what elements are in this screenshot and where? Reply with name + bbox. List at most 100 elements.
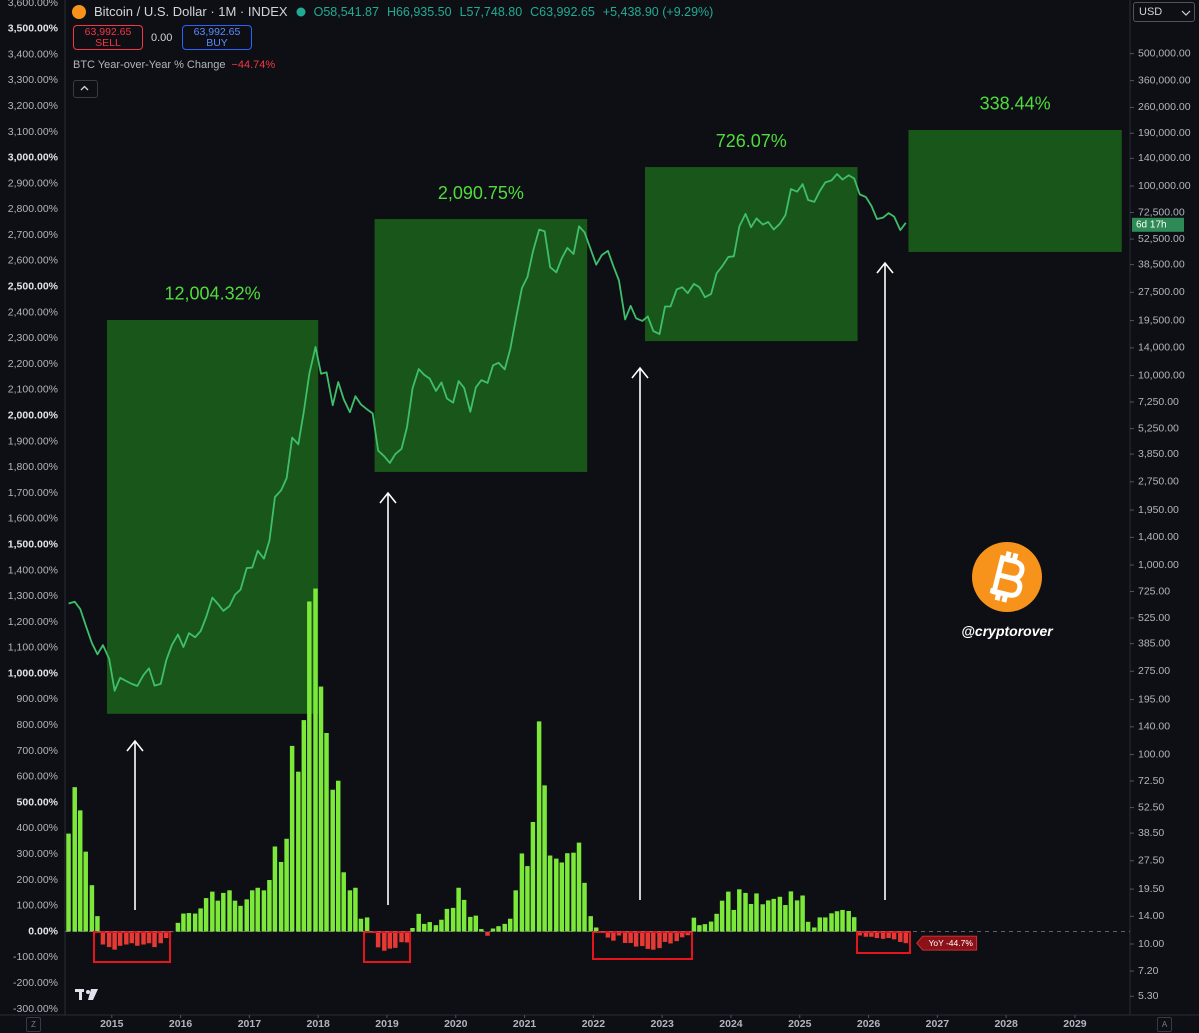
x-tick-label: 2023 [650,1018,674,1030]
y2-tick-label: 10.00 [1138,938,1164,950]
yoy-bar [244,899,249,932]
yoy-bar [616,931,622,936]
yoy-bar [708,921,714,932]
sell-button[interactable]: 63,992.65 SELL [73,25,143,50]
yoy-bar [605,931,611,938]
yoy-bar [662,931,668,942]
range-label: 12,004.32% [165,284,261,304]
y2-tick-label: 2,750.00 [1138,476,1179,488]
yoy-bar [869,931,874,937]
highlight-layer [93,931,911,963]
y-tick-label: 1,700.00% [8,487,58,499]
yoy-tag-label: YoY -44.7% [928,938,973,948]
legend-entry[interactable]: BTC Year-over-Year % Change [73,59,226,71]
yoy-bar [691,917,697,932]
y-tick-label: 2,600.00% [8,255,58,267]
yoy-bar [547,855,553,932]
y-tick-label: 400.00% [17,822,58,834]
x-tick-label: 2024 [719,1018,743,1030]
y2-tick-label: 360,000.00 [1138,74,1191,86]
yoy-bar [588,916,593,932]
x-tick-label: 2022 [582,1018,606,1030]
yoy-bar [857,931,862,936]
yoy-bar [754,893,759,932]
y-tick-label: 1,200.00% [8,616,58,628]
yoy-bar [640,931,645,947]
yoy-bar [249,890,255,932]
arrow [379,491,397,905]
yoy-bar [296,771,301,932]
yoy-bar [851,917,857,932]
x-tick-label: 2021 [513,1018,537,1030]
y-tick-label: 700.00% [17,745,58,757]
sell-label: SELL [95,37,121,49]
yoy-bar [364,917,370,932]
yoy-bar [72,787,77,932]
yoy-bar [719,900,725,932]
chevron [1181,10,1191,16]
y-tick-label: 1,400.00% [8,564,58,576]
yoy-bar [439,919,444,932]
yoy-bar [89,885,95,932]
y-tick-label: 3,500.00% [8,23,59,35]
y-tick-label: -200.00% [13,977,58,989]
ohlc-open: O58,541.87 [313,4,379,19]
x-tick-label: 2019 [375,1018,399,1030]
yoy-bar [175,922,181,932]
yoy-bar [622,931,628,943]
y2-tick-label: 72.50 [1138,775,1164,787]
countdown-tag [1132,217,1184,232]
y-tick-label: 1,100.00% [8,642,58,654]
yoy-bar [289,745,295,932]
y2-tick-label: 100.00 [1138,748,1170,760]
buy-price: 63,992.65 [193,26,241,38]
collapse-button[interactable] [73,80,98,98]
arrow [876,261,894,900]
yoy-bar [416,913,421,932]
auto-scale-button[interactable]: A [1157,1017,1172,1032]
yoy-bar [427,922,432,932]
yoy-bar [404,931,410,943]
yoy-bar [794,900,800,932]
tag-layer: YoY -44.7% 6d 17h [916,217,1184,951]
y-tick-label: 1,300.00% [8,590,58,602]
yoy-bar [158,931,163,944]
yoy-bar [748,904,754,932]
yoy-bar [382,931,387,951]
range-box [644,167,858,342]
yoy-bar [210,891,215,932]
yoy-bar [679,931,685,938]
y-tick-label: 2,800.00% [8,203,58,215]
yoy-bar [674,931,679,942]
range-label: 726.07% [716,131,787,151]
y-tick-label: 2,700.00% [8,229,58,241]
yoy-bar [898,931,903,942]
watermark: @cryptorover [961,623,1053,639]
currency-select[interactable]: USD [1133,2,1195,22]
y2-tick-label: 5,250.00 [1138,422,1179,434]
yoy-bar [702,924,708,932]
y-tick-label: 1,600.00% [8,513,58,525]
yoy-bar [335,780,341,932]
symbol-name[interactable]: Bitcoin / U.S. Dollar · 1M · INDEX [94,4,288,19]
yoy-bar [307,601,312,932]
x-tick-label: 2026 [857,1018,881,1030]
y2-tick-label: 19.50 [1138,883,1164,895]
range-label: 2,090.75% [438,183,524,203]
yoy-bar [771,898,776,932]
yoy-bar [874,931,880,939]
y2-tick-label: 27.50 [1138,855,1164,867]
yoy-bar [840,909,845,932]
yoy-bar [468,916,473,932]
yoy-bar [565,853,570,932]
y-tick-label: 3,600.00% [8,0,58,9]
y2-tick-label: 140,000.00 [1138,152,1191,164]
yoy-bar [765,900,771,932]
buy-button[interactable]: 63,992.65 BUY [182,25,252,50]
y-tick-label: 3,100.00% [8,126,58,138]
y-tick-label: 3,300.00% [8,74,58,86]
zoom-button[interactable]: Z [26,1017,41,1032]
arrow [631,366,649,900]
yoy-bar [117,931,123,946]
